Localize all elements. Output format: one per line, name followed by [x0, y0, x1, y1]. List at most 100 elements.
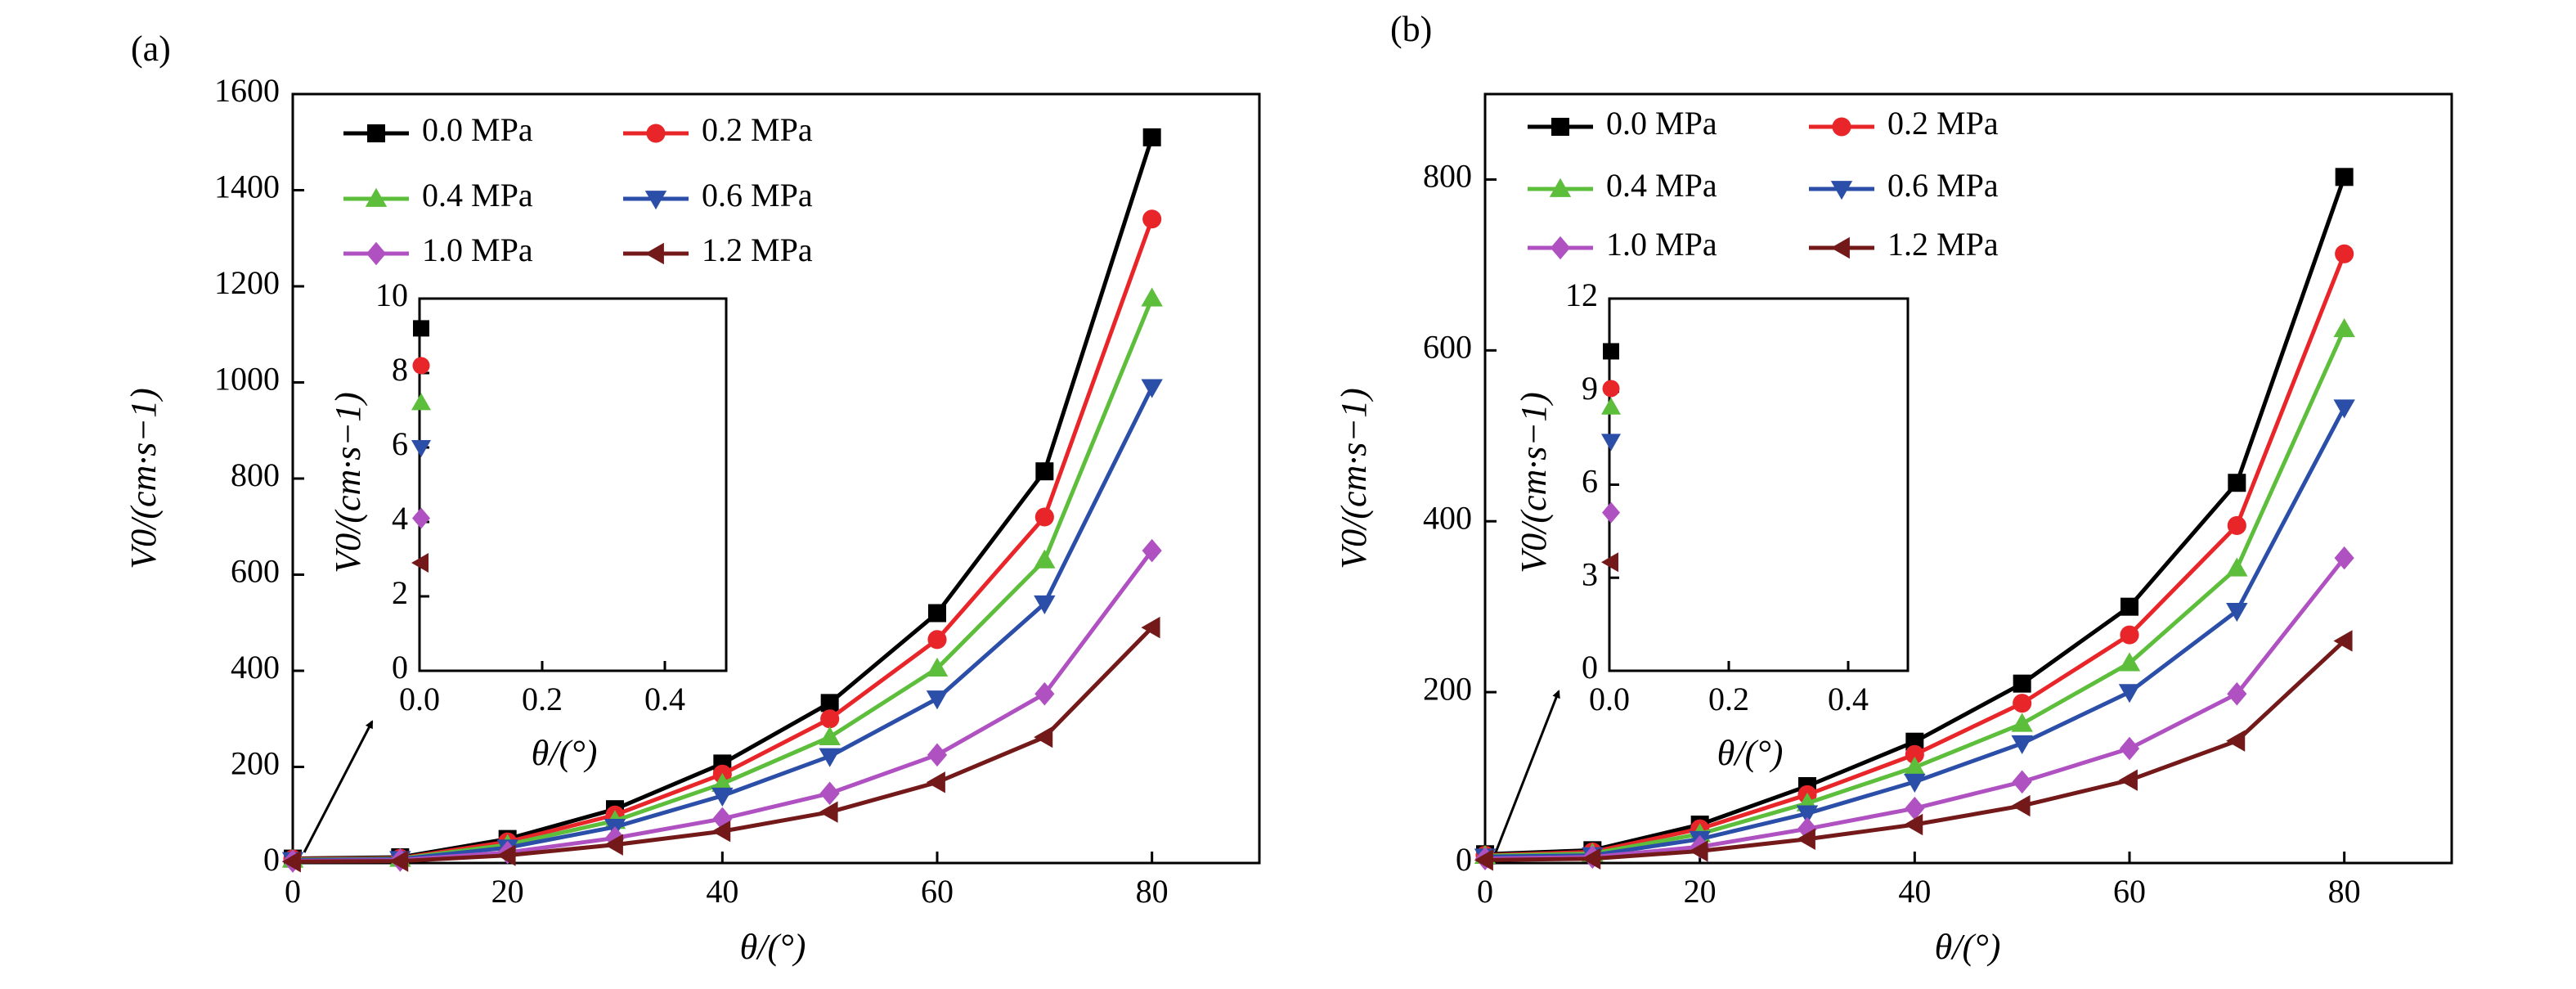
legend-entry: 0.4 MPa [343, 177, 533, 214]
legend-entry: 0.6 MPa [1809, 167, 1999, 204]
data-point [2120, 597, 2138, 616]
data-point [1142, 128, 1161, 146]
data-point [1141, 379, 1163, 398]
data-point [2335, 244, 2354, 263]
inset-data-point [411, 393, 431, 411]
legend-label: 0.0 MPa [1606, 105, 1717, 142]
panel-b: (b)0 20 40 60 800200400600800θ/(°)V0/(cm·s−1… [1334, 9, 2453, 967]
y-tick-label: 0 [1456, 841, 1472, 878]
inset-data-point [412, 357, 430, 375]
data-point [927, 630, 947, 650]
legend-label: 0.0 MPa [422, 111, 533, 148]
data-point [2012, 770, 2032, 794]
inset-chart: 0.0 0.2 0.4 0 3 6 9 12 θ/(°) V0/(cm·s−1) [1514, 276, 1910, 773]
legend-label: 1.0 MPa [1606, 226, 1717, 263]
legend-marker [644, 242, 664, 265]
data-point [1796, 805, 1819, 825]
inset-chart: 0.0 0.2 0.4 0 2 4 6 8 10 θ/(°) V0/(cm·s−1) [328, 276, 728, 773]
legend-entry: 0.0 MPa [1528, 105, 1717, 142]
legend-label: 0.6 MPa [702, 177, 813, 214]
inset-data-point [412, 507, 430, 529]
y-tick-label: 200 [1423, 670, 1472, 707]
data-point [1582, 847, 1601, 870]
data-point [712, 807, 733, 831]
data-point [1904, 813, 1923, 836]
inset-arrow [303, 720, 374, 853]
data-point [820, 709, 840, 729]
inset-y-axis-title: V0/(cm·s−1) [1514, 392, 1554, 573]
inset-data-point [1601, 552, 1618, 573]
data-point [2333, 318, 2355, 338]
inset-y-tick-label: 12 [1565, 276, 1598, 313]
x-tick-label: 80 [1136, 873, 1169, 910]
x-tick-label: 80 [2328, 873, 2361, 910]
data-point [2120, 625, 2139, 645]
data-point [711, 772, 734, 792]
data-point [2335, 168, 2354, 187]
inset-y-tick-label: 2 [392, 574, 408, 611]
data-point [2011, 713, 2033, 732]
inset-x-tick-label: 0.2 [1708, 681, 1749, 717]
data-point [1905, 796, 1925, 820]
data-point [2118, 769, 2138, 791]
data-point [1905, 732, 1924, 751]
x-axis-title: θ/(°) [1935, 927, 2001, 967]
legend-entry: 0.4 MPa [1528, 167, 1717, 204]
y-tick-label: 1200 [214, 264, 280, 301]
legend-entry: 0.0 MPa [343, 111, 533, 148]
legend-label: 1.0 MPa [422, 232, 533, 268]
data-point [1034, 595, 1056, 614]
inset-x-tick-label: 0.4 [1828, 681, 1869, 717]
data-point [1689, 840, 1708, 862]
data-point [2013, 694, 2032, 713]
data-point [2226, 602, 2248, 623]
x-axis-title: θ/(°) [740, 927, 806, 967]
data-point [1904, 773, 1926, 793]
data-point [928, 604, 946, 623]
y-tick-label: 800 [231, 456, 280, 493]
legend-marker [1830, 236, 1850, 259]
data-point [711, 787, 734, 807]
inset-data-point [1601, 434, 1621, 452]
legend-label: 0.2 MPa [702, 111, 813, 148]
inset-y-tick-label: 3 [1582, 555, 1598, 592]
inset-data-point [413, 320, 429, 337]
data-point [927, 743, 948, 767]
data-point [819, 748, 841, 767]
legend-marker [1549, 178, 1572, 197]
data-point [711, 820, 731, 843]
data-point [2119, 736, 2140, 761]
inset-y-tick-label: 0 [392, 649, 408, 686]
x-tick-label: 20 [491, 873, 524, 910]
y-tick-label: 1600 [214, 72, 280, 109]
data-point [820, 694, 839, 713]
legend-label: 0.2 MPa [1887, 105, 1999, 142]
inset-x-tick-label: 0.0 [399, 681, 440, 717]
legend-label: 1.2 MPa [1887, 226, 1999, 263]
inset-y-tick-label: 0 [1582, 649, 1598, 686]
legend-entry: 1.2 MPa [623, 232, 813, 268]
data-point [1905, 744, 1924, 764]
data-point [926, 657, 949, 677]
data-point [604, 834, 623, 856]
inset-x-tick-label: 0.0 [1589, 681, 1630, 717]
y-tick-label: 600 [1423, 329, 1472, 366]
inset-y-tick-label: 6 [1582, 463, 1598, 500]
inset-x-axis-title: θ/(°) [1717, 733, 1784, 773]
y-tick-label: 200 [231, 745, 280, 782]
data-point [1141, 287, 1163, 307]
legend-marker [1832, 117, 1851, 137]
series-1-2-MPa [1474, 630, 2353, 871]
inset-data-point [411, 553, 429, 573]
x-tick-label: 60 [2113, 873, 2146, 910]
data-point [2118, 684, 2141, 704]
data-point [2011, 794, 2031, 817]
legend-entry: 1.2 MPa [1809, 226, 1999, 263]
inset-data-point [1601, 397, 1621, 415]
data-point [1142, 538, 1162, 563]
y-tick-label: 1400 [214, 169, 280, 205]
data-point [819, 781, 840, 806]
data-point [1142, 209, 1162, 229]
legend: 0.0 MPa 0.2 MPa 0.4 MPa 0.6 MPa 1.0 MPa 1.2 M… [1528, 105, 1999, 263]
